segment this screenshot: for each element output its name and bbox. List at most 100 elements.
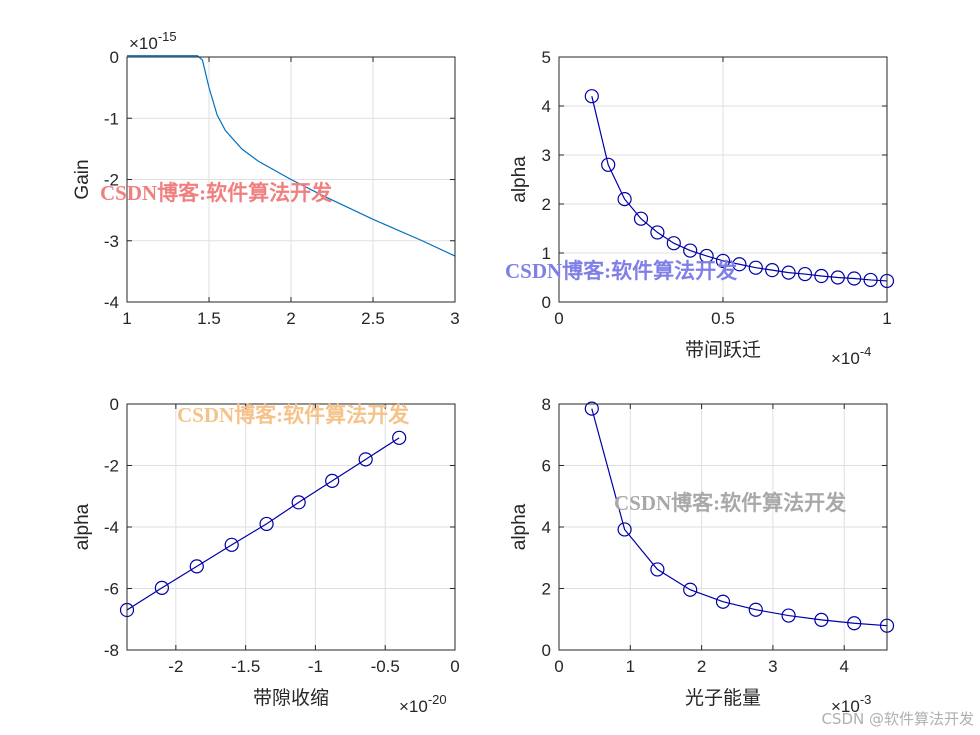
y-tick-label: 0 <box>542 293 551 312</box>
y-tick-label: 1 <box>542 244 551 263</box>
data-point <box>259 516 274 532</box>
y-tick-label: 4 <box>542 518 551 537</box>
data-point <box>781 265 796 280</box>
y-tick-label: 4 <box>542 97 551 116</box>
y-tick-label: 0 <box>110 395 119 414</box>
x-tick-label: -2 <box>168 657 183 676</box>
data-point <box>683 243 698 258</box>
x-axis-label: 带间跃迁 <box>685 339 761 361</box>
data-point <box>666 236 681 251</box>
x-tick-label: 1 <box>626 657 635 676</box>
x-tick-label: 2 <box>286 309 295 328</box>
data-point <box>617 192 632 207</box>
x-tick-label: 1 <box>882 309 891 328</box>
x-tick-label: 0 <box>554 657 563 676</box>
subplot-4: 0 1 2 3 4 0 2 4 6 8 alpha 光子能量 ×10-3 <box>509 395 895 716</box>
data-point <box>814 612 829 627</box>
y-tick-label: -4 <box>104 518 119 537</box>
data-point <box>325 473 340 488</box>
watermark-text: CSDN博客:软件算法开发 <box>177 403 410 427</box>
x-axis-label: 光子能量 <box>685 687 761 709</box>
series-line <box>591 96 887 282</box>
x-exponent-label: ×10-3 <box>831 692 871 716</box>
watermark-text: CSDN博客:软件算法开发 <box>505 259 738 283</box>
data-point <box>291 495 306 510</box>
data-point <box>830 270 845 285</box>
y-tick-label: 8 <box>542 395 551 414</box>
series-line <box>591 408 887 627</box>
y-tick-label: 2 <box>542 195 551 214</box>
x-tick-label: 3 <box>768 657 777 676</box>
data-point <box>584 89 599 104</box>
y-axis-label: Gain <box>72 159 93 199</box>
y-tick-label: 0 <box>542 641 551 660</box>
data-point <box>699 248 714 264</box>
data-point <box>683 582 698 597</box>
y-tick-label: 0 <box>110 48 119 67</box>
series-line <box>127 437 400 611</box>
data-point <box>601 157 616 172</box>
data-point <box>633 211 649 226</box>
axes-frame <box>558 403 888 651</box>
x-tick-label: 0.5 <box>711 309 735 328</box>
x-tick-label: 3 <box>450 309 459 328</box>
data-point <box>863 272 878 288</box>
x-tick-label: -1.5 <box>231 657 260 676</box>
y-tick-label: -2 <box>104 171 119 190</box>
y-tick-label: 3 <box>542 146 551 165</box>
y-tick-label: -8 <box>104 641 119 660</box>
x-tick-label: -0.5 <box>371 657 400 676</box>
axes-frame <box>558 56 888 303</box>
y-tick-label: -6 <box>104 580 119 599</box>
y-axis-label: alpha <box>509 503 530 550</box>
data-point <box>814 268 829 284</box>
data-point <box>781 608 796 623</box>
data-point <box>650 225 665 240</box>
data-point <box>189 559 204 574</box>
data-point <box>154 580 169 595</box>
subplot-1: 1 1.5 2 2.5 3 -4 -3 -2 -1 0 Gain ×10-15 <box>72 29 460 328</box>
data-point <box>797 266 813 282</box>
x-tick-label: -1 <box>308 657 323 676</box>
data-point <box>847 271 862 286</box>
data-point <box>847 616 862 631</box>
y-tick-label: 6 <box>542 457 551 476</box>
x-tick-label: 2 <box>697 657 706 676</box>
csdn-footer-watermark: CSDN @软件算法开发 <box>821 710 974 728</box>
watermark-text: CSDN博客:软件算法开发 <box>100 181 333 205</box>
y-axis-label: alpha <box>72 503 93 550</box>
y-tick-label: 5 <box>542 48 551 67</box>
series-line <box>127 55 455 257</box>
x-tick-label: 0 <box>554 309 563 328</box>
y-tick-label: -3 <box>104 232 119 251</box>
data-point <box>584 401 599 416</box>
x-tick-label: 0 <box>450 657 459 676</box>
x-axis-label: 带隙收缩 <box>253 687 329 709</box>
x-exponent-label: ×10-4 <box>831 344 871 368</box>
data-point <box>732 257 747 272</box>
data-point <box>765 263 780 278</box>
x-tick-label: 4 <box>839 657 848 676</box>
y-axis-label: alpha <box>509 156 530 203</box>
data-point <box>748 602 763 617</box>
y-exponent-label: ×10-15 <box>129 29 177 53</box>
x-tick-label: 1 <box>122 309 131 328</box>
data-point <box>748 260 763 275</box>
data-point <box>650 562 665 577</box>
data-point <box>224 537 239 552</box>
data-point <box>358 452 373 467</box>
data-point <box>617 522 632 537</box>
x-exponent-label: ×10-20 <box>399 692 447 716</box>
data-point <box>715 253 731 268</box>
axes-frame <box>126 403 456 651</box>
x-tick-label: 1.5 <box>197 309 221 328</box>
data-point <box>392 430 407 445</box>
axes-frame <box>126 56 456 303</box>
y-tick-label: -2 <box>104 457 119 476</box>
subplot-3: -2 -1.5 -1 -0.5 0 -8 -6 -4 -2 0 alpha 带隙收缩 ×10-20 <box>72 395 460 716</box>
x-tick-label: 2.5 <box>361 309 385 328</box>
y-tick-label: 2 <box>542 580 551 599</box>
watermark-text: CSDN博客:软件算法开发 <box>614 491 847 515</box>
subplot-2: 0 0.5 1 0 1 2 3 4 5 alpha 带间跃迁 ×10-4 <box>509 48 895 368</box>
